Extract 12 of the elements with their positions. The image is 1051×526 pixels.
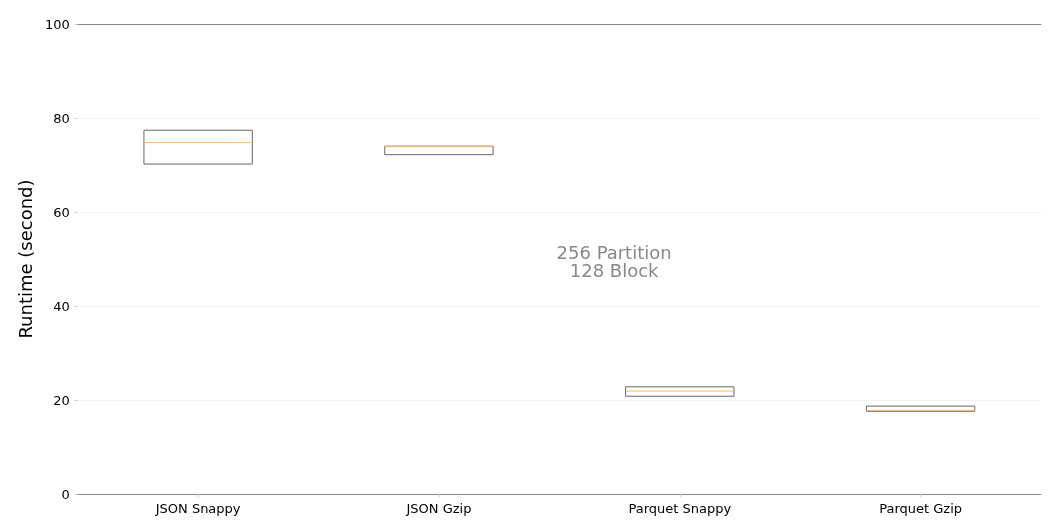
- y-tick-label: 80: [53, 110, 70, 126]
- x-tick-label: Parquet Gzip: [879, 501, 962, 516]
- y-tick-label: 0: [61, 486, 70, 502]
- y-axis-title: Runtime (second): [14, 179, 36, 339]
- x-tick-label: Parquet Snappy: [628, 501, 732, 516]
- y-tick-label: 100: [44, 16, 70, 32]
- x-tick-label: JSON Snappy: [154, 501, 241, 516]
- y-tick-label: 60: [53, 204, 70, 220]
- x-tick-label: JSON Gzip: [405, 501, 472, 516]
- y-tick-label: 20: [53, 392, 70, 408]
- annotation: 256 Partition 128 Block: [556, 241, 672, 281]
- y-tick-label: 40: [53, 298, 70, 314]
